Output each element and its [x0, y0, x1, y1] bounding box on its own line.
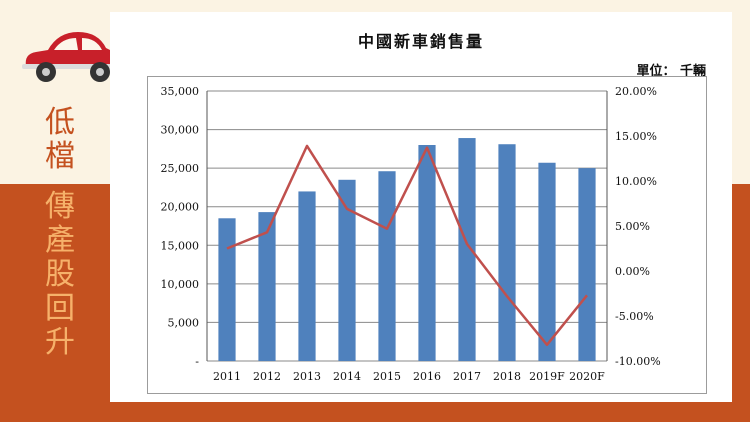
y-left-tick-label: 35,000	[161, 85, 200, 98]
bar	[378, 171, 396, 361]
x-tick-label: 2019F	[529, 370, 565, 383]
bar	[538, 162, 556, 361]
y-left-tick-label: 5,000	[168, 316, 200, 329]
y-right-tick-label: 5.00%	[615, 220, 650, 233]
y-right-tick-label: -10.00%	[615, 355, 661, 368]
side-char: 回	[45, 291, 75, 326]
side-char: 傳	[45, 189, 75, 224]
bar	[578, 168, 596, 361]
y-right-tick-label: 20.00%	[615, 85, 657, 98]
y-right-tick-label: 0.00%	[615, 265, 650, 278]
bar	[258, 212, 276, 361]
side-char: 產	[45, 223, 75, 258]
side-text-low: 低 檔	[40, 106, 80, 174]
x-tick-label: 2017	[453, 370, 481, 383]
x-tick-label: 2014	[333, 370, 361, 383]
side-text-rebound: 傳 產 股 回 升	[40, 190, 80, 360]
y-left-tick-label: 10,000	[161, 278, 200, 291]
x-tick-label: 2018	[493, 370, 521, 383]
unit-label: 單位： 千輛	[636, 64, 706, 79]
red-car-icon	[22, 32, 122, 82]
bar	[458, 138, 476, 361]
x-tick-label: 2011	[213, 370, 241, 383]
y-left-tick-label: -	[195, 355, 199, 368]
x-tick-label: 2012	[253, 370, 281, 383]
y-left-tick-label: 25,000	[161, 162, 200, 175]
chart-card: 中國新車銷售量 單位： 千輛 - 5,000 10,000 15,000 20,000 2…	[110, 12, 732, 402]
side-char: 低	[45, 105, 75, 140]
side-char: 股	[45, 257, 75, 292]
chart-plot: - 5,000 10,000 15,000 20,000 25,000 30,000 35,0…	[161, 85, 661, 383]
bar	[498, 144, 516, 361]
bar	[418, 145, 436, 361]
y-left-tick-label: 20,000	[161, 201, 200, 214]
y-right-tick-label: 15.00%	[615, 130, 657, 143]
y-right-tick-label: 10.00%	[615, 175, 657, 188]
bar	[218, 218, 236, 361]
y-left-tick-label: 15,000	[161, 239, 200, 252]
y-left-tick-label: 30,000	[161, 124, 200, 137]
x-tick-label: 2013	[293, 370, 321, 383]
y-right-tick-label: -5.00%	[615, 310, 654, 323]
x-tick-label: 2015	[373, 370, 401, 383]
side-char: 檔	[45, 139, 75, 174]
x-tick-label: 2020F	[569, 370, 605, 383]
x-tick-label: 2016	[413, 370, 441, 383]
chart-title: 中國新車銷售量	[357, 32, 484, 51]
bar	[338, 179, 356, 361]
bar	[298, 191, 316, 361]
side-char: 升	[45, 325, 75, 360]
growth-line	[226, 144, 588, 347]
